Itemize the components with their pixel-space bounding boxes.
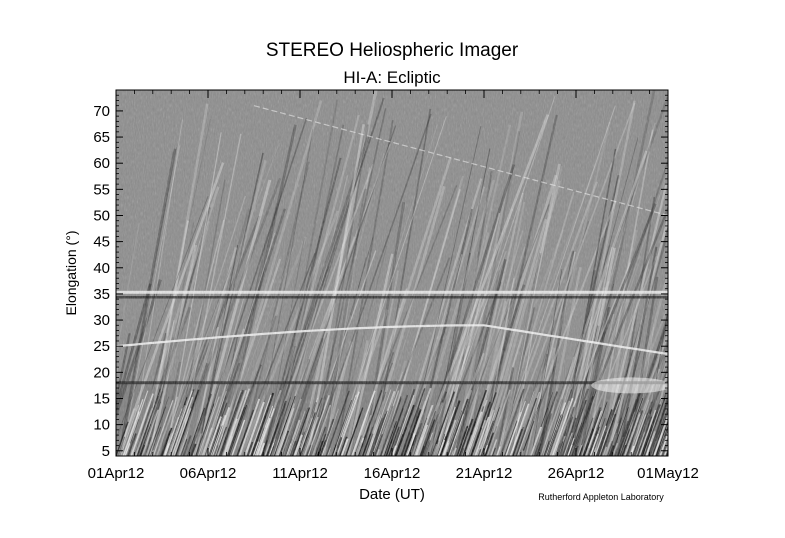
noise-texture	[116, 90, 668, 456]
x-tick-label: 16Apr12	[364, 465, 421, 482]
x-tick-label: 21Apr12	[456, 465, 513, 482]
y-tick-label: 65	[93, 129, 110, 146]
streak	[663, 443, 668, 456]
x-axis-label: Date (UT)	[359, 486, 425, 503]
credit-label: Rutherford Appleton Laboratory	[538, 492, 664, 502]
x-tick-label: 01Apr12	[88, 465, 145, 482]
chart-title: STEREO Heliospheric Imager	[266, 40, 519, 61]
y-tick-label: 50	[93, 207, 110, 224]
y-tick-label: 5	[102, 443, 110, 460]
y-tick-label: 25	[93, 338, 110, 355]
y-axis-label: Elongation (°)	[63, 231, 79, 316]
y-tick-label: 35	[93, 286, 110, 303]
y-axis: 5 10 15 20 25 30 35 40 45 50 55 60 65 70	[93, 89, 668, 460]
x-tick-label: 06Apr12	[180, 465, 237, 482]
plot-area	[116, 90, 668, 456]
y-tick-label: 15	[93, 390, 110, 407]
y-tick-label: 55	[93, 181, 110, 198]
x-tick-label: 01May12	[637, 465, 699, 482]
streak	[657, 422, 668, 456]
y-tick-label: 40	[93, 260, 110, 277]
y-tick-label: 60	[93, 155, 110, 172]
chart-subtitle: HI-A: Ecliptic	[343, 68, 441, 87]
y-tick-label: 70	[93, 103, 110, 120]
x-tick-label: 26Apr12	[548, 465, 605, 482]
x-tick-label: 11Apr12	[272, 465, 328, 482]
y-tick-label: 30	[93, 312, 110, 329]
streak	[666, 452, 668, 456]
y-tick-label: 45	[93, 234, 110, 251]
y-tick-label: 10	[93, 417, 110, 434]
y-tick-label: 20	[93, 364, 110, 381]
x-axis: 01Apr12 06Apr12 11Apr12 16Apr12 21Apr12 26Apr…	[88, 90, 699, 482]
